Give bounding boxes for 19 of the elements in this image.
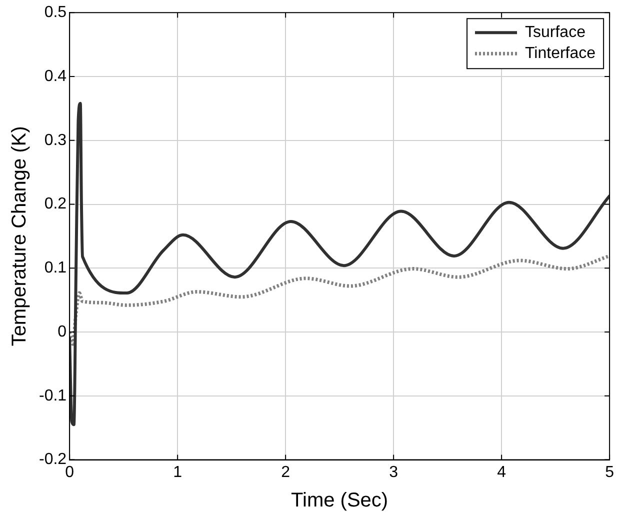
x-tick-label: 4 xyxy=(497,464,506,481)
x-tick-label: 3 xyxy=(389,464,398,481)
y-tick-label: 0.5 xyxy=(44,4,67,22)
y-tick-label: -0.2 xyxy=(38,451,67,468)
legend-label: Tsurface xyxy=(525,24,586,42)
y-tick-label: 0.4 xyxy=(44,68,67,85)
legend-label: Tinterface xyxy=(525,45,596,62)
y-tick-label: -0.1 xyxy=(38,387,67,404)
x-tick-label: 1 xyxy=(173,464,182,481)
x-tick-label: 2 xyxy=(281,464,290,481)
y-axis-title: Temperature Change (K) xyxy=(8,126,31,346)
x-tick-label: 5 xyxy=(605,464,614,481)
y-tick-label: 0.1 xyxy=(44,260,67,277)
line-series xyxy=(70,254,610,346)
line-series xyxy=(70,102,610,426)
x-axis-title: Time (Sec) xyxy=(291,490,388,512)
y-tick-label: 0.2 xyxy=(44,196,67,213)
y-tick-label: 0.3 xyxy=(44,132,67,149)
y-tick-label: 0 xyxy=(58,323,67,340)
